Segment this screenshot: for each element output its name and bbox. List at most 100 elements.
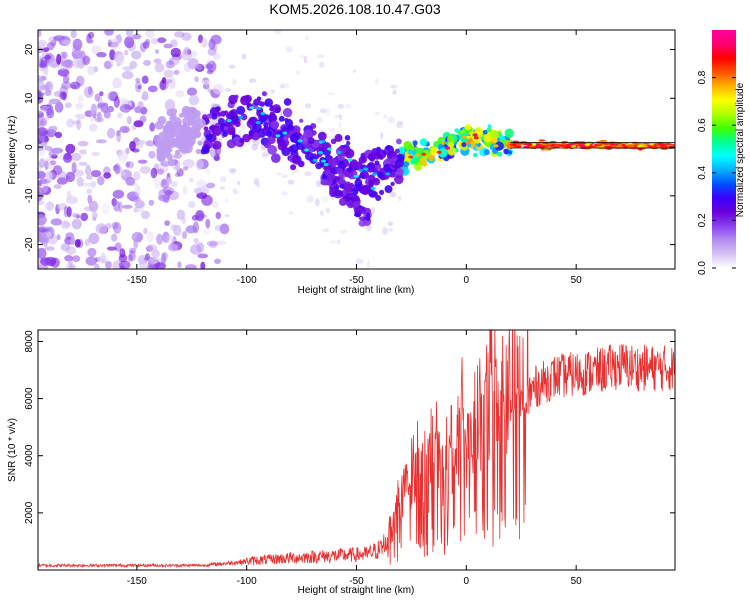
- spectrogram-blob: [395, 158, 404, 168]
- spectrogram-blob: [142, 41, 150, 49]
- spectrogram-blob: [529, 145, 535, 149]
- spectrogram-blob: [70, 30, 77, 39]
- spectrogram-blob: [643, 144, 649, 148]
- spectrogram-blob: [377, 171, 384, 179]
- spectrogram-blob: [166, 177, 172, 184]
- spectrogram-blob: [220, 176, 227, 183]
- spectrogram-blob: [446, 135, 455, 143]
- spectrogram-y-label: Frequency (Hz): [7, 116, 18, 185]
- snr-y-tick-label: 6000: [24, 387, 35, 410]
- spectrogram-blob: [48, 125, 58, 132]
- spectrogram-blob: [218, 117, 225, 125]
- spectrogram-blob: [239, 138, 244, 143]
- spectrogram-blob: [194, 76, 199, 83]
- spectrogram-blob: [242, 133, 251, 143]
- spectrogram-blob: [188, 94, 200, 106]
- spectrogram-blob: [109, 38, 119, 50]
- spectrogram-blob: [371, 148, 379, 156]
- spectrogram-blob: [336, 239, 341, 245]
- spectrogram-blob: [338, 114, 343, 121]
- spectrogram-blob: [303, 55, 308, 64]
- spectrogram-blob: [82, 55, 91, 66]
- spectrogram-blob: [347, 201, 355, 209]
- spectrogram-blob: [65, 171, 75, 183]
- spectrogram-blob: [304, 171, 312, 177]
- spectrogram-blob: [371, 206, 375, 214]
- snr-y-ticks: 2000 4000 6000 8000: [24, 330, 675, 524]
- spectrogram-blob: [304, 148, 310, 152]
- spectrogram-blob: [86, 39, 94, 44]
- spectrogram-blob: [358, 168, 364, 172]
- spectrogram-blob: [38, 146, 44, 152]
- spectrogram-blob: [168, 243, 179, 252]
- spectrogram-blob: [527, 142, 533, 146]
- spectrogram-blob: [72, 169, 84, 177]
- spectrogram-blob: [70, 152, 82, 161]
- spectrogram-blob: [134, 184, 141, 197]
- snr-x-tick-label: -150: [127, 576, 147, 587]
- spectrogram-blob: [85, 256, 98, 266]
- spectrogram-blob: [383, 114, 388, 119]
- spectrogram-blob: [565, 143, 571, 147]
- spectrogram-blob: [44, 160, 49, 170]
- spectrogram-blob: [212, 83, 224, 95]
- spectrogram-blob: [265, 130, 273, 137]
- spectrogram-blob: [330, 138, 337, 145]
- spectrogram-blob: [125, 161, 135, 169]
- spectrogram-blob: [299, 54, 306, 59]
- spectrogram-blob: [344, 104, 352, 109]
- spectrogram-blob: [282, 107, 293, 118]
- spectrogram-blob: [40, 116, 50, 122]
- spectrogram-blob: [466, 135, 471, 139]
- spectrogram-blob: [156, 136, 162, 143]
- spectrogram-blob: [40, 116, 46, 127]
- spectrogram-blob: [489, 130, 500, 140]
- spectrogram-blob: [390, 84, 398, 89]
- spectrogram-blob: [86, 188, 92, 195]
- spectrogram-blob: [75, 102, 84, 110]
- spectrogram-blob: [76, 176, 84, 187]
- spectrogram-blob: [45, 171, 53, 181]
- spectrogram-blob: [291, 154, 302, 165]
- spectrogram-blob: [491, 136, 498, 143]
- spectrogram-blob: [228, 64, 236, 69]
- spectrogram-blob: [133, 171, 141, 181]
- spectrogram-blob: [414, 153, 420, 157]
- spectrogram-blob: [182, 231, 187, 239]
- spectrogram-blob: [137, 85, 142, 90]
- spectrogram-blob: [140, 106, 148, 115]
- spectrogram-blob: [355, 207, 364, 214]
- spectrogram-blob: [224, 198, 229, 203]
- spectrogram-blob: [104, 30, 114, 36]
- spectrogram-blob: [127, 254, 133, 262]
- spectrogram-blob: [44, 246, 55, 251]
- spectrogram-blob: [165, 144, 172, 151]
- spectrogram-blob: [259, 114, 265, 120]
- spectrogram-blob: [66, 118, 75, 128]
- spectrogram-blob: [267, 145, 277, 155]
- spectrogram-blob: [483, 134, 492, 143]
- spectrogram-blob: [213, 155, 221, 162]
- spectrogram-blob: [334, 133, 343, 142]
- spectrogram-blob: [195, 159, 204, 171]
- spectrogram-blob: [183, 47, 191, 56]
- spectrogram-blob: [205, 133, 213, 141]
- spectrogram-blob: [368, 182, 374, 188]
- spectrogram-blob: [121, 204, 133, 209]
- spectrogram-blob: [283, 82, 290, 89]
- spectrogram-blob: [327, 147, 332, 151]
- spectrogram-blob: [147, 264, 157, 269]
- spectrogram-blob: [83, 86, 94, 98]
- colorbar-gradient: [712, 30, 736, 268]
- spectrogram-blob: [338, 197, 348, 206]
- spectrogram-blob: [94, 93, 101, 102]
- spectrogram-blob: [281, 191, 288, 196]
- spectrogram-blob: [296, 70, 300, 76]
- spectrogram-blob: [126, 115, 132, 125]
- spectrogram-blob: [183, 143, 193, 154]
- spectrogram-blob: [224, 214, 230, 218]
- spectrogram-blob: [98, 102, 109, 108]
- spectrogram-blob: [253, 132, 259, 139]
- spectrogram-blob: [232, 188, 238, 194]
